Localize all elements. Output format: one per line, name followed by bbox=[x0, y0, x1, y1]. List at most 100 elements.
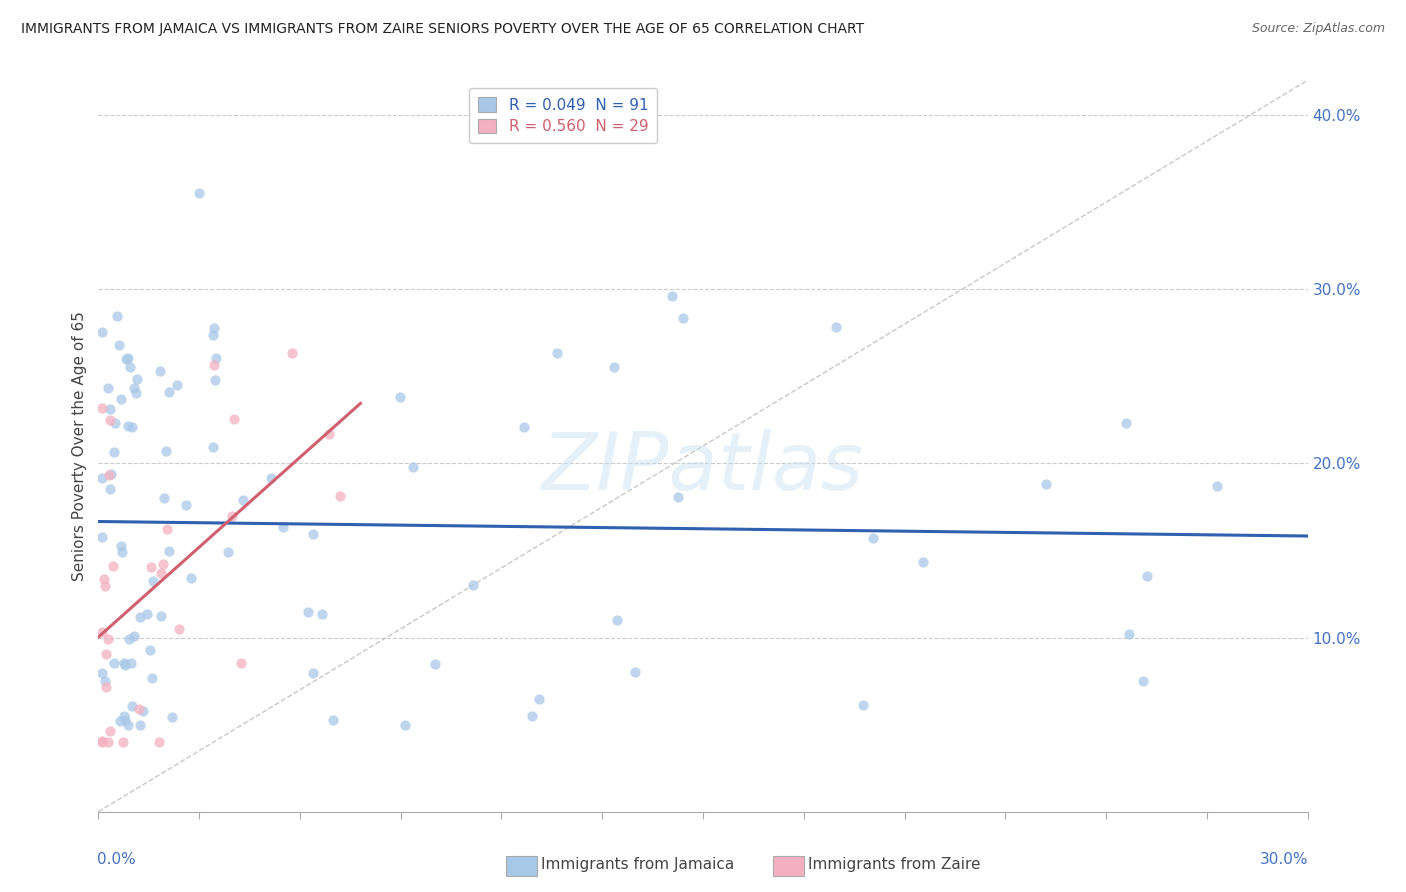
Point bbox=[297, 605, 319, 619]
Point bbox=[157, 544, 180, 558]
Point bbox=[111, 735, 134, 749]
Point bbox=[122, 381, 145, 395]
Point bbox=[110, 392, 132, 407]
Point bbox=[911, 555, 934, 569]
Text: Source: ZipAtlas.com: Source: ZipAtlas.com bbox=[1251, 22, 1385, 36]
Point bbox=[852, 698, 875, 713]
Text: 0.0%: 0.0% bbox=[97, 852, 136, 867]
Point bbox=[132, 704, 155, 718]
Point bbox=[128, 717, 150, 731]
Point bbox=[93, 572, 115, 586]
Point bbox=[94, 647, 117, 661]
Point bbox=[606, 613, 628, 627]
Point bbox=[141, 560, 163, 574]
Point bbox=[862, 532, 884, 546]
Point bbox=[152, 491, 174, 506]
Point bbox=[121, 420, 143, 434]
Point bbox=[136, 607, 159, 621]
Point bbox=[97, 382, 120, 396]
Text: IMMIGRANTS FROM JAMAICA VS IMMIGRANTS FROM ZAIRE SENIORS POVERTY OVER THE AGE OF: IMMIGRANTS FROM JAMAICA VS IMMIGRANTS FR… bbox=[21, 22, 865, 37]
Point bbox=[110, 544, 132, 558]
Point bbox=[152, 557, 174, 571]
Point bbox=[141, 671, 163, 685]
Point bbox=[388, 390, 411, 404]
Point bbox=[120, 656, 142, 670]
Point bbox=[101, 559, 124, 574]
Point bbox=[224, 412, 246, 426]
Point bbox=[188, 186, 211, 201]
Point bbox=[98, 413, 121, 427]
Point bbox=[91, 471, 114, 485]
Point bbox=[1115, 416, 1137, 430]
Text: Immigrants from Zaire: Immigrants from Zaire bbox=[808, 857, 981, 871]
Point bbox=[231, 656, 253, 670]
Point bbox=[125, 385, 148, 400]
Point bbox=[394, 717, 416, 731]
Point bbox=[217, 545, 239, 559]
Point bbox=[91, 733, 114, 747]
Point bbox=[825, 320, 848, 334]
Point bbox=[201, 328, 224, 343]
Point bbox=[461, 578, 484, 592]
Point bbox=[423, 657, 446, 672]
Point bbox=[118, 359, 141, 374]
Point bbox=[666, 490, 689, 504]
Point bbox=[149, 364, 172, 378]
Point bbox=[148, 735, 170, 749]
Point bbox=[142, 574, 165, 589]
Point bbox=[176, 498, 198, 512]
Point bbox=[91, 625, 114, 640]
Point bbox=[110, 714, 132, 729]
Point bbox=[103, 656, 125, 670]
Point bbox=[98, 724, 121, 739]
Point bbox=[520, 709, 543, 723]
Point bbox=[156, 523, 179, 537]
Point bbox=[110, 539, 132, 553]
Point bbox=[157, 384, 180, 399]
Point bbox=[91, 665, 114, 680]
Point bbox=[128, 610, 150, 624]
Point bbox=[204, 373, 226, 387]
Point bbox=[180, 572, 202, 586]
Point bbox=[118, 632, 141, 646]
Point bbox=[302, 527, 325, 541]
Legend: R = 0.049  N = 91, R = 0.560  N = 29: R = 0.049 N = 91, R = 0.560 N = 29 bbox=[468, 88, 658, 144]
Point bbox=[104, 416, 127, 430]
Point bbox=[103, 445, 125, 459]
Point bbox=[281, 346, 304, 360]
Point bbox=[97, 735, 120, 749]
Point bbox=[160, 710, 183, 724]
Point bbox=[155, 444, 177, 458]
Point bbox=[672, 311, 695, 326]
Point bbox=[271, 520, 294, 534]
Point bbox=[97, 632, 120, 647]
Point bbox=[221, 508, 243, 523]
Point bbox=[117, 717, 139, 731]
Point bbox=[114, 657, 136, 672]
Point bbox=[204, 321, 226, 335]
Point bbox=[602, 359, 624, 374]
Point bbox=[94, 673, 117, 688]
Y-axis label: Seniors Poverty Over the Age of 65: Seniors Poverty Over the Age of 65 bbox=[72, 311, 87, 581]
Point bbox=[91, 735, 114, 749]
Point bbox=[513, 419, 536, 434]
Point bbox=[117, 351, 139, 366]
Point bbox=[329, 489, 352, 503]
Point bbox=[128, 702, 150, 716]
Point bbox=[117, 419, 139, 434]
Point bbox=[166, 377, 188, 392]
Point bbox=[322, 714, 344, 728]
Point bbox=[108, 337, 131, 351]
Point bbox=[112, 709, 135, 723]
Point bbox=[1118, 627, 1140, 641]
Point bbox=[100, 467, 122, 482]
Point bbox=[98, 401, 121, 416]
Point bbox=[125, 372, 148, 386]
Point bbox=[527, 691, 550, 706]
Point bbox=[318, 426, 340, 441]
Point bbox=[201, 441, 224, 455]
Text: ZIPatlas: ZIPatlas bbox=[541, 429, 865, 507]
Point bbox=[402, 459, 425, 474]
Point bbox=[97, 467, 120, 482]
Point bbox=[1132, 674, 1154, 689]
